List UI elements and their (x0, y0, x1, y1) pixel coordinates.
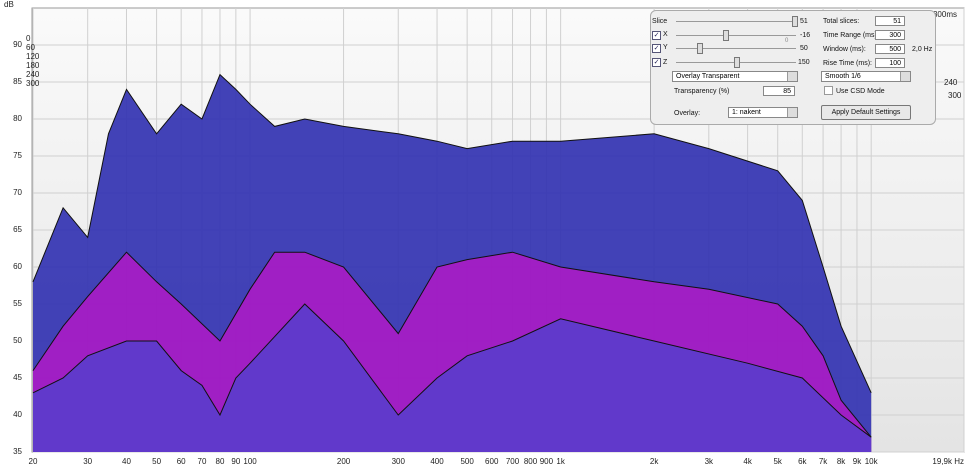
time-label: 180 (26, 61, 40, 70)
slider-knob[interactable] (723, 30, 729, 41)
csd-label: Use CSD Mode (836, 88, 885, 95)
time-range-input[interactable]: 300 (875, 30, 905, 40)
x-tick-label: 19,9k Hz (932, 457, 964, 466)
x-tick-label: 3k (705, 457, 714, 466)
x-value: -16 (800, 32, 811, 39)
y-tick-label: 85 (13, 77, 22, 86)
mode-dropdown[interactable]: Overlay Transparent (672, 71, 798, 82)
time-label: 0 (26, 34, 31, 43)
x-note: 0 (785, 38, 789, 44)
x-tick-label: 90 (231, 457, 240, 466)
rise-time-label: Rise Time (ms): (823, 60, 872, 67)
x-tick-label: 4k (743, 457, 752, 466)
slice-line (32, 73, 872, 394)
overlay-label: Overlay: (674, 110, 701, 117)
x-tick-label: 70 (198, 457, 207, 466)
apply-button[interactable]: Apply Default Settings (821, 105, 911, 120)
y-tick-label: 80 (13, 114, 22, 123)
y-tick-label: 90 (13, 40, 22, 49)
y-tick-label: 55 (13, 299, 22, 308)
x-tick-label: 5k (773, 457, 782, 466)
slice-label: Slice (652, 18, 668, 25)
x-slider[interactable] (676, 35, 796, 36)
x-tick-label: 600 (485, 457, 499, 466)
x-tick-label: 100 (243, 457, 257, 466)
y-tick-label: 50 (13, 336, 22, 345)
x-tick-label: 500 (460, 457, 474, 466)
y-slider[interactable] (676, 48, 796, 49)
y-label: Y (663, 44, 668, 51)
x-tick-label: 2k (650, 457, 659, 466)
x-tick-label: 400 (430, 457, 444, 466)
smoothing-dropdown[interactable]: Smooth 1/6 (821, 71, 911, 82)
x-tick-label: 700 (506, 457, 520, 466)
slider-knob[interactable] (792, 16, 798, 27)
slider-knob[interactable] (734, 57, 740, 68)
x-label: X (663, 31, 668, 38)
slice-slider[interactable] (676, 21, 796, 22)
time-label: 240 (26, 70, 40, 79)
slider-knob[interactable] (697, 43, 703, 54)
x-tick-label: 30 (83, 457, 92, 466)
x-tick-label: 60 (177, 457, 186, 466)
x-tick-label: 200 (337, 457, 351, 466)
slice-area (33, 304, 872, 452)
window-input[interactable]: 500 (875, 44, 905, 54)
transparency-label: Transparency (%) (674, 88, 730, 95)
slice-line (32, 251, 872, 438)
y-value: 50 (800, 45, 808, 52)
x-tick-label: 9k (853, 457, 862, 466)
slice-value: 51 (800, 18, 808, 25)
x-checkbox[interactable]: ✓ (652, 31, 661, 40)
x-tick-label: 10k (865, 457, 879, 466)
time-range-label: Time Range (ms): (823, 32, 879, 39)
y-axis-label: dB (4, 0, 14, 9)
z-checkbox[interactable]: ✓ (652, 58, 661, 67)
y-tick-label: 45 (13, 373, 22, 382)
slice-line (32, 303, 872, 438)
y-tick-label: 40 (13, 410, 22, 419)
total-slices-input[interactable]: 51 (875, 16, 905, 26)
time-range-label: 300ms (933, 10, 957, 19)
z-value: 150 (798, 59, 810, 66)
window-label: Window (ms): (823, 46, 866, 53)
x-tick-label: 80 (216, 457, 225, 466)
time-label: 120 (26, 52, 40, 61)
overlay-dropdown[interactable]: 1: nakent (728, 107, 798, 118)
transparency-input[interactable]: 85 (763, 86, 795, 96)
x-tick-label: 8k (837, 457, 846, 466)
x-tick-label: 1k (556, 457, 565, 466)
y-checkbox[interactable]: ✓ (652, 44, 661, 53)
y-tick-label: 65 (13, 225, 22, 234)
x-tick-label: 6k (798, 457, 807, 466)
x-tick-label: 50 (152, 457, 161, 466)
x-tick-label: 300 (392, 457, 406, 466)
total-slices-label: Total slices: (823, 18, 860, 25)
x-tick-label: 40 (122, 457, 131, 466)
x-tick-label: 20 (29, 457, 38, 466)
y-tick-label: 70 (13, 188, 22, 197)
z-label: Z (663, 59, 668, 66)
y-tick-label: 75 (13, 151, 22, 160)
x-tick-label: 7k (819, 457, 828, 466)
time-label: 300 (948, 91, 962, 100)
x-tick-label: 800 (524, 457, 538, 466)
csd-checkbox[interactable] (824, 86, 833, 95)
y-tick-label: 35 (13, 447, 22, 456)
y-tick-label: 60 (13, 262, 22, 271)
time-label: 60 (26, 43, 35, 52)
time-label: 300 (26, 79, 40, 88)
window-unit: 2,0 Hz (912, 46, 933, 53)
x-tick-label: 900 (540, 457, 554, 466)
time-label: 240 (944, 78, 958, 87)
rise-time-input[interactable]: 100 (875, 58, 905, 68)
